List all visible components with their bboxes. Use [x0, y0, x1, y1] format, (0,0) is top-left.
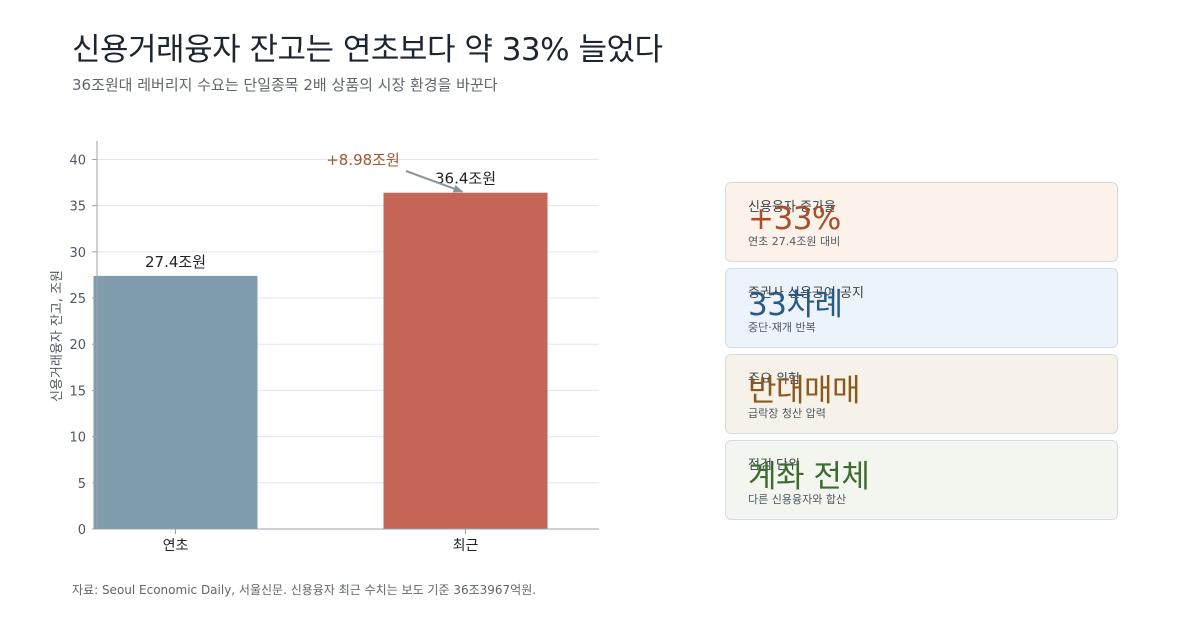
card-credit-notices: 증권사 신용공여 공지 33차례 중단·재개 반복: [725, 268, 1118, 348]
card-value: 계좌 전체: [748, 459, 870, 495]
y-tick-label: 15: [69, 384, 86, 399]
bar-2: [383, 192, 548, 529]
card-label: 신용융자 증가율: [748, 200, 836, 215]
y-tick-label: 5: [78, 477, 86, 492]
y-tick-label: 30: [69, 246, 86, 261]
axes: [92, 141, 599, 534]
page-title: 신용거래융자 잔고는 연초보다 약 33% 늘었다: [72, 32, 663, 68]
y-tick-label: 10: [69, 431, 86, 446]
card-label: 점검 단위: [748, 458, 800, 473]
x-tick-label: 최근: [453, 538, 479, 554]
bars: [93, 192, 548, 529]
card-label: 주요 위험: [748, 372, 800, 387]
annotation-arrow: [405, 170, 464, 193]
data-label: 36.4조원: [435, 170, 496, 188]
x-tick-label: 연초: [163, 538, 189, 554]
card-growth-rate: 신용융자 증가율 +33% 연초 27.4조원 대비: [725, 182, 1118, 262]
page-subtitle: 36조원대 레버리지 수요는 단일종목 2배 상품의 시장 환경을 바꾼다: [72, 76, 498, 94]
source-note: 자료: Seoul Economic Daily, 서울신문. 신용융자 최근 …: [72, 583, 537, 597]
bar-1: [93, 275, 258, 529]
card-sub: 연초 27.4조원 대비: [748, 235, 841, 248]
card-check-unit: 점검 단위 계좌 전체 다른 신용융자와 합산: [725, 440, 1118, 520]
y-tick-label: 20: [69, 338, 86, 353]
card-sub: 급락장 청산 압력: [748, 407, 826, 420]
card-sub: 다른 신용융자와 합산: [748, 493, 847, 506]
card-value: +33%: [748, 201, 841, 237]
data-label: 27.4조원: [145, 253, 206, 271]
card-value: 반대매매: [748, 373, 861, 409]
card-sub: 중단·재개 반복: [748, 321, 816, 334]
card-label: 증권사 신용공여 공지: [748, 286, 864, 301]
summary-cards: 신용융자 증가율 +33% 연초 27.4조원 대비 증권사 신용공여 공지 3…: [725, 182, 1118, 526]
y-tick-label: 0: [78, 523, 86, 538]
bar-chart: 0510152025303540연초27.4조원최근36.4조원+8.98조원 …: [50, 141, 599, 554]
y-axis-title: 신용거래융자 잔고, 조원: [50, 270, 65, 402]
card-main-risk: 주요 위험 반대매매 급락장 청산 압력: [725, 354, 1118, 434]
y-tick-label: 25: [69, 292, 86, 307]
y-tick-label: 35: [69, 200, 86, 215]
card-value: 33차례: [748, 287, 843, 323]
y-tick-label: 40: [69, 153, 86, 168]
annotation-label: +8.98조원: [326, 151, 400, 169]
